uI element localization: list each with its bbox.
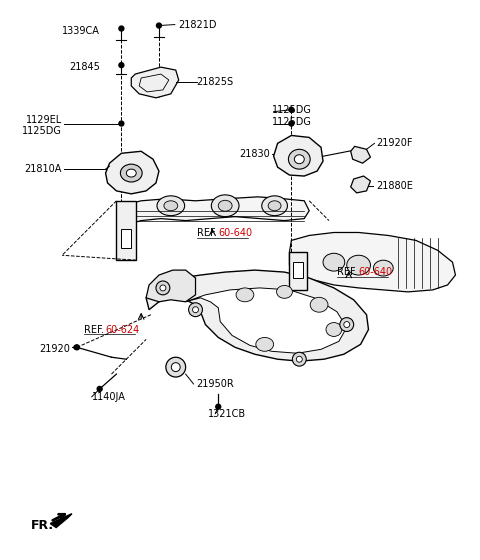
Text: 21830: 21830 [239,150,270,159]
Ellipse shape [236,288,254,302]
Text: 1125DG: 1125DG [272,105,312,115]
Ellipse shape [156,281,170,295]
Ellipse shape [288,150,310,169]
Text: 21920F: 21920F [376,138,413,148]
Circle shape [156,23,161,28]
Text: REF.: REF. [196,228,216,239]
Ellipse shape [347,255,371,275]
Text: FR.: FR. [30,519,54,532]
Circle shape [97,386,102,391]
Ellipse shape [166,357,186,377]
Ellipse shape [192,307,199,312]
Text: 60-640: 60-640 [359,267,393,277]
Ellipse shape [268,201,281,211]
Circle shape [119,121,124,126]
Text: 1339CA: 1339CA [62,26,100,35]
Polygon shape [351,146,371,163]
Text: 1125DG: 1125DG [22,127,62,137]
Text: 21810A: 21810A [24,164,62,174]
Circle shape [74,345,79,350]
Circle shape [74,346,78,349]
Text: 1140JA: 1140JA [92,392,126,402]
Ellipse shape [326,323,342,337]
Ellipse shape [120,164,142,182]
Ellipse shape [276,286,292,298]
Polygon shape [50,514,72,528]
Polygon shape [351,176,371,193]
Text: 1129EL: 1129EL [26,115,62,125]
Ellipse shape [296,356,302,362]
Circle shape [119,26,124,31]
Circle shape [289,107,294,112]
Text: 21920: 21920 [39,344,70,354]
Polygon shape [146,270,195,302]
Ellipse shape [262,196,288,216]
Circle shape [216,404,221,409]
Polygon shape [293,262,303,278]
Ellipse shape [323,253,345,271]
Polygon shape [289,232,456,292]
Ellipse shape [164,201,178,211]
Ellipse shape [292,352,306,366]
Polygon shape [117,201,136,260]
Text: 60-624: 60-624 [106,324,140,334]
Polygon shape [186,288,347,353]
Circle shape [119,63,124,68]
Text: 21845: 21845 [69,62,100,72]
Polygon shape [121,228,131,248]
Ellipse shape [126,169,136,177]
Text: 21825S: 21825S [196,77,234,87]
Polygon shape [289,252,307,290]
Text: 21821D: 21821D [179,20,217,30]
Text: 1321CB: 1321CB [208,409,247,419]
Ellipse shape [310,297,328,312]
Text: 21880E: 21880E [376,181,413,191]
Ellipse shape [294,155,304,164]
Ellipse shape [211,195,239,217]
Text: REF.: REF. [84,324,104,334]
Polygon shape [131,67,179,98]
Ellipse shape [157,196,185,216]
Text: 1125DG: 1125DG [272,116,312,127]
Polygon shape [106,151,159,194]
Ellipse shape [218,200,232,211]
Ellipse shape [344,321,350,328]
Text: 60-640: 60-640 [218,228,252,239]
Ellipse shape [373,260,393,276]
Text: 21950R: 21950R [196,379,234,389]
Ellipse shape [256,338,274,351]
Ellipse shape [189,303,203,316]
Polygon shape [120,197,309,226]
Ellipse shape [340,318,354,332]
Polygon shape [146,270,369,361]
Text: REF.: REF. [337,267,357,277]
Ellipse shape [171,363,180,372]
Ellipse shape [160,285,166,291]
Polygon shape [274,136,323,176]
Circle shape [289,121,294,126]
